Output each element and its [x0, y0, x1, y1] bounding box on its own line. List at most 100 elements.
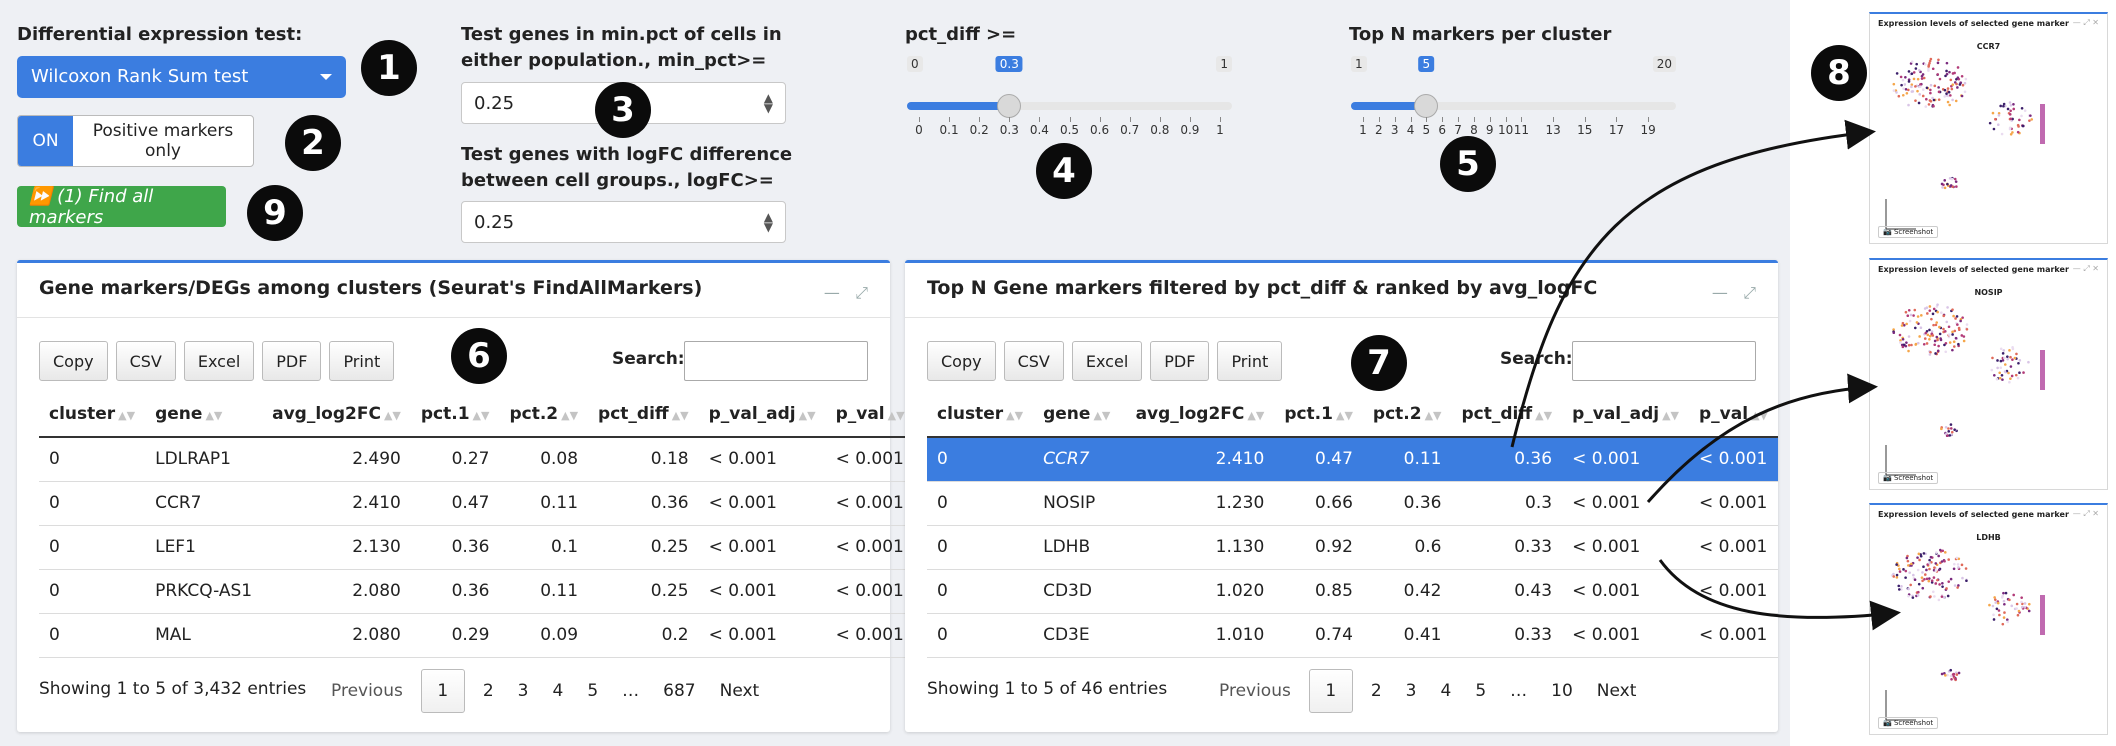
- logfc-input[interactable]: 0.25 ▲ ▼: [461, 201, 786, 243]
- sort-icon[interactable]: ▲▼: [561, 408, 579, 422]
- table-row[interactable]: 0 LDLRAP1 2.490 0.27 0.08 0.18 < 0.001 < 0.001: [39, 437, 915, 482]
- table-row[interactable]: 0 CCR7 2.410 0.47 0.11 0.36 < 0.001 < 0.001: [39, 481, 915, 526]
- pdf-button[interactable]: PDF: [262, 341, 322, 381]
- sort-icon[interactable]: ▲▼: [383, 408, 401, 422]
- table-row[interactable]: 0 CD3E 1.010 0.74 0.41 0.33 < 0.001 < 0.001: [927, 613, 1778, 658]
- column-header-pct-diff[interactable]: pct_diff ▲▼: [588, 391, 699, 438]
- plot-tools-icon[interactable]: — ⤢ ✕: [2072, 264, 2099, 273]
- column-header-gene[interactable]: gene ▲▼: [145, 391, 263, 438]
- page-button[interactable]: 1: [1308, 669, 1353, 713]
- positive-markers-toggle[interactable]: ON Positive markers only: [17, 115, 254, 167]
- column-header-avg-log2fc[interactable]: avg_log2FC ▲▼: [262, 391, 411, 438]
- sort-icon[interactable]: ▲▼: [472, 408, 490, 422]
- table-row[interactable]: 0 LEF1 2.130 0.36 0.1 0.25 < 0.001 < 0.001: [39, 525, 915, 570]
- expand-icon[interactable]: ⤢: [855, 283, 868, 302]
- sort-icon[interactable]: ▲▼: [1093, 408, 1111, 422]
- excel-button[interactable]: Excel: [183, 341, 255, 381]
- plot-tools-icon[interactable]: — ⤢ ✕: [2072, 18, 2099, 27]
- copy-button[interactable]: Copy: [39, 341, 108, 381]
- slider-handle[interactable]: [1414, 94, 1439, 118]
- table-row[interactable]: 0 NOSIP 1.230 0.66 0.36 0.3 < 0.001 < 0.001: [927, 481, 1778, 526]
- spinner-icon[interactable]: ▲ ▼: [763, 210, 773, 234]
- pdf-button[interactable]: PDF: [1150, 341, 1210, 381]
- page-button[interactable]: 2: [482, 681, 494, 701]
- slider-handle[interactable]: [997, 94, 1022, 118]
- sort-icon[interactable]: ▲▼: [1662, 408, 1680, 422]
- next-page-button[interactable]: Next: [1596, 681, 1637, 701]
- test-select[interactable]: Wilcoxon Rank Sum test: [17, 56, 346, 98]
- page-button[interactable]: 5: [587, 681, 599, 701]
- column-header-cluster[interactable]: cluster ▲▼: [927, 391, 1034, 438]
- table-row[interactable]: 0 CD3D 1.020 0.85 0.42 0.43 < 0.001 < 0.001: [927, 569, 1778, 614]
- page-button[interactable]: 3: [1405, 681, 1417, 701]
- column-header-pct-1[interactable]: pct.1 ▲▼: [410, 391, 500, 438]
- sort-icon[interactable]: ▲▼: [1535, 408, 1553, 422]
- topn-slider[interactable]: 1 20 5 1 2 3 4 5 6 7 8 9 10 11 13 15 17 19: [1351, 56, 1676, 137]
- page-button[interactable]: 2: [1370, 681, 1382, 701]
- umap-point: [1900, 83, 1903, 87]
- table-row[interactable]: 0 PRKCQ-AS1 2.080 0.36 0.11 0.25 < 0.001 < 0.00…: [39, 569, 915, 614]
- slider-track[interactable]: [907, 102, 1232, 110]
- slider-tick: [1410, 117, 1412, 122]
- slider-track[interactable]: [1351, 102, 1676, 110]
- previous-page-button[interactable]: Previous: [1219, 681, 1291, 701]
- umap-point: [2023, 602, 2027, 605]
- plot-tools-icon[interactable]: — ⤢ ✕: [2072, 509, 2099, 518]
- slider-tick-label: 0: [915, 123, 923, 137]
- next-page-button[interactable]: Next: [719, 681, 760, 701]
- page-button[interactable]: 10: [1551, 681, 1573, 701]
- column-header-p-val-adj[interactable]: p_val_adj ▲▼: [698, 391, 826, 438]
- pct-diff-slider[interactable]: 0 1 0.3 0 0.1 0.2 0.3 0.4 0.5 0.6 0.7 0.8 0.9 1: [907, 56, 1232, 137]
- column-header-p-val[interactable]: p_val ▲▼: [1689, 391, 1778, 438]
- copy-button[interactable]: Copy: [927, 341, 996, 381]
- previous-page-button[interactable]: Previous: [331, 681, 403, 701]
- csv-button[interactable]: CSV: [1003, 341, 1064, 381]
- screenshot-button[interactable]: 📷 Screenshot: [1878, 717, 1939, 729]
- page-button[interactable]: …: [1510, 681, 1528, 701]
- column-header-p-val[interactable]: p_val ▲▼: [825, 391, 915, 438]
- sort-icon[interactable]: ▲▼: [118, 408, 136, 422]
- table-row[interactable]: 0 MAL 2.080 0.29 0.09 0.2 < 0.001 < 0.001: [39, 613, 915, 658]
- sort-icon[interactable]: ▲▼: [887, 408, 905, 422]
- expand-icon[interactable]: ⤢: [1743, 283, 1756, 302]
- column-header-avg-log2fc[interactable]: avg_log2FC ▲▼: [1125, 391, 1275, 438]
- search-input[interactable]: [1572, 341, 1756, 381]
- page-button[interactable]: 3: [517, 681, 529, 701]
- sort-icon[interactable]: ▲▼: [205, 408, 223, 422]
- umap-point: [1943, 551, 1947, 554]
- screenshot-button[interactable]: 📷 Screenshot: [1878, 226, 1939, 238]
- sort-icon[interactable]: ▲▼: [798, 408, 816, 422]
- umap-point: [1928, 334, 1932, 338]
- table-row[interactable]: 0 CCR7 2.410 0.47 0.11 0.36 < 0.001 < 0.001: [927, 437, 1778, 482]
- minimize-icon[interactable]: —: [1711, 283, 1728, 302]
- page-button[interactable]: …: [622, 681, 640, 701]
- print-button[interactable]: Print: [1217, 341, 1283, 381]
- search-input[interactable]: [684, 341, 868, 381]
- excel-button[interactable]: Excel: [1071, 341, 1143, 381]
- column-header-pct-2[interactable]: pct.2 ▲▼: [499, 391, 589, 438]
- spinner-icon[interactable]: ▲ ▼: [763, 91, 773, 115]
- sort-icon[interactable]: ▲▼: [1006, 408, 1024, 422]
- column-header-pct-diff[interactable]: pct_diff ▲▼: [1451, 391, 1563, 438]
- minimize-icon[interactable]: —: [823, 283, 840, 302]
- print-button[interactable]: Print: [329, 341, 395, 381]
- column-header-cluster[interactable]: cluster ▲▼: [39, 391, 146, 438]
- column-header-p-val-adj[interactable]: p_val_adj ▲▼: [1562, 391, 1690, 438]
- page-button[interactable]: 5: [1475, 681, 1487, 701]
- csv-button[interactable]: CSV: [115, 341, 176, 381]
- table-row[interactable]: 0 LDHB 1.130 0.92 0.6 0.33 < 0.001 < 0.001: [927, 525, 1778, 570]
- sort-icon[interactable]: ▲▼: [671, 408, 689, 422]
- column-header-pct-2[interactable]: pct.2 ▲▼: [1362, 391, 1452, 438]
- page-button[interactable]: 1: [420, 669, 465, 713]
- sort-icon[interactable]: ▲▼: [1424, 408, 1442, 422]
- screenshot-button[interactable]: 📷 Screenshot: [1878, 472, 1939, 484]
- find-all-markers-button[interactable]: ⏩ (1) Find all markers: [17, 186, 226, 228]
- page-button[interactable]: 4: [1440, 681, 1452, 701]
- column-header-gene[interactable]: gene ▲▼: [1033, 391, 1126, 438]
- page-button[interactable]: 687: [663, 681, 696, 701]
- sort-icon[interactable]: ▲▼: [1247, 408, 1265, 422]
- umap-point: [1901, 321, 1905, 325]
- page-button[interactable]: 4: [552, 681, 564, 701]
- column-header-pct-1[interactable]: pct.1 ▲▼: [1274, 391, 1363, 438]
- sort-icon[interactable]: ▲▼: [1335, 408, 1353, 422]
